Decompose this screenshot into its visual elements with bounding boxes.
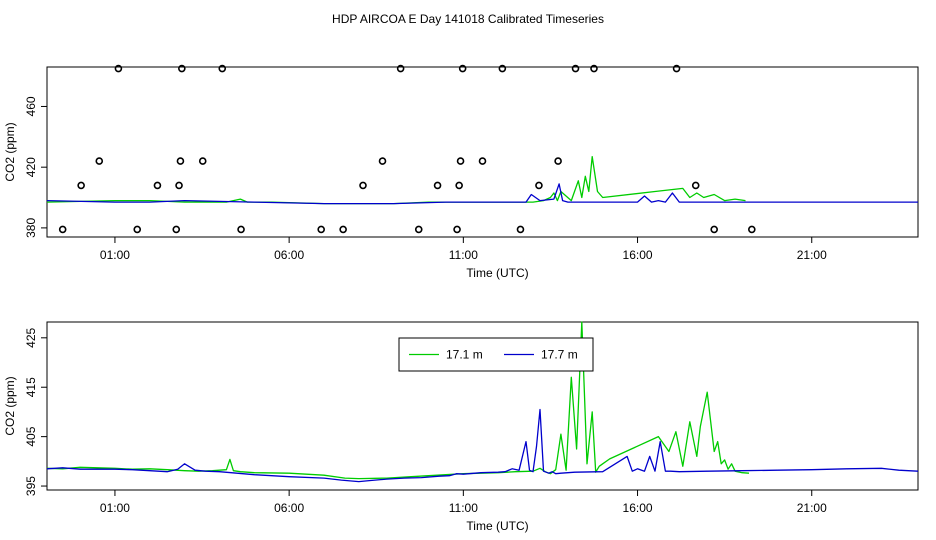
x-tick-label: 01:00 xyxy=(100,501,130,515)
y-tick-label: 405 xyxy=(24,426,38,446)
x-tick-label: 16:00 xyxy=(623,501,653,515)
x-axis-label: Time (UTC) xyxy=(466,519,528,533)
legend-label-17-7m: 17.7 m xyxy=(541,348,578,362)
data-point xyxy=(554,157,562,165)
x-tick-label: 06:00 xyxy=(274,248,304,262)
data-point xyxy=(453,225,461,234)
data-point xyxy=(571,64,580,73)
plot-frame xyxy=(46,321,919,491)
x-tick-label: 21:00 xyxy=(797,501,827,515)
data-point xyxy=(198,157,207,165)
data-point xyxy=(95,157,104,165)
data-point xyxy=(218,64,227,73)
data-point xyxy=(359,181,367,190)
x-tick-label: 11:00 xyxy=(449,501,478,515)
data-point xyxy=(133,225,142,234)
x-tick-label: 01:00 xyxy=(100,248,130,262)
y-tick-label: 420 xyxy=(24,157,38,177)
data-point xyxy=(317,225,325,234)
data-point xyxy=(176,157,185,165)
data-point xyxy=(237,225,245,234)
y-tick-label: 415 xyxy=(24,377,38,397)
y-tick-label: 460 xyxy=(24,96,38,116)
data-point xyxy=(339,225,347,234)
data-point xyxy=(153,181,162,190)
legend: 17.1 m 17.7 m xyxy=(398,337,594,372)
x-tick-label: 21:00 xyxy=(797,248,827,262)
data-point xyxy=(58,225,67,234)
data-point xyxy=(455,181,463,190)
x-tick-label: 11:00 xyxy=(449,248,478,262)
data-point xyxy=(378,157,387,165)
plot-frame xyxy=(46,66,919,238)
series-line-17-1-mm xyxy=(46,321,750,480)
data-point xyxy=(114,64,123,73)
y-tick-label: 395 xyxy=(24,476,38,496)
y-axis-label: CO2 (ppm) xyxy=(3,376,17,435)
data-point xyxy=(691,181,700,190)
series-line-17-1-mm xyxy=(46,155,746,205)
y-tick-label: 380 xyxy=(24,218,38,238)
data-point xyxy=(456,157,465,165)
series-line-17-7-mm xyxy=(46,183,918,205)
data-point xyxy=(672,64,681,73)
data-point xyxy=(175,181,183,190)
data-point xyxy=(478,157,487,165)
x-tick-label: 16:00 xyxy=(623,248,653,262)
y-tick-label: 425 xyxy=(24,327,38,347)
top-panel: 01:00 06:00 11:00 16:00 21:00 Time (UTC) 380 42… xyxy=(3,64,919,280)
data-point xyxy=(172,225,181,234)
x-axis-label: Time (UTC) xyxy=(466,266,528,280)
data-point xyxy=(498,64,507,73)
data-point xyxy=(535,181,543,190)
series-line-17-7-mm xyxy=(46,408,919,483)
data-point xyxy=(516,225,525,234)
data-point xyxy=(414,225,423,234)
data-point xyxy=(748,225,756,234)
x-tick-label: 06:00 xyxy=(274,501,304,515)
y-axis-label: CO2 (ppm) xyxy=(3,122,17,181)
data-point xyxy=(77,181,85,190)
data-point xyxy=(178,64,186,73)
data-point xyxy=(458,64,467,73)
data-point xyxy=(590,64,598,73)
legend-label-17-1m: 17.1 m xyxy=(446,348,483,362)
figure-title: HDP AIRCOA E Day 141018 Calibrated Times… xyxy=(332,12,604,26)
data-point xyxy=(710,225,718,234)
data-point xyxy=(396,64,405,73)
bottom-panel: 01:00 06:00 11:00 16:00 21:00 Time (UTC) 395 40… xyxy=(3,321,919,533)
data-point xyxy=(433,181,442,190)
